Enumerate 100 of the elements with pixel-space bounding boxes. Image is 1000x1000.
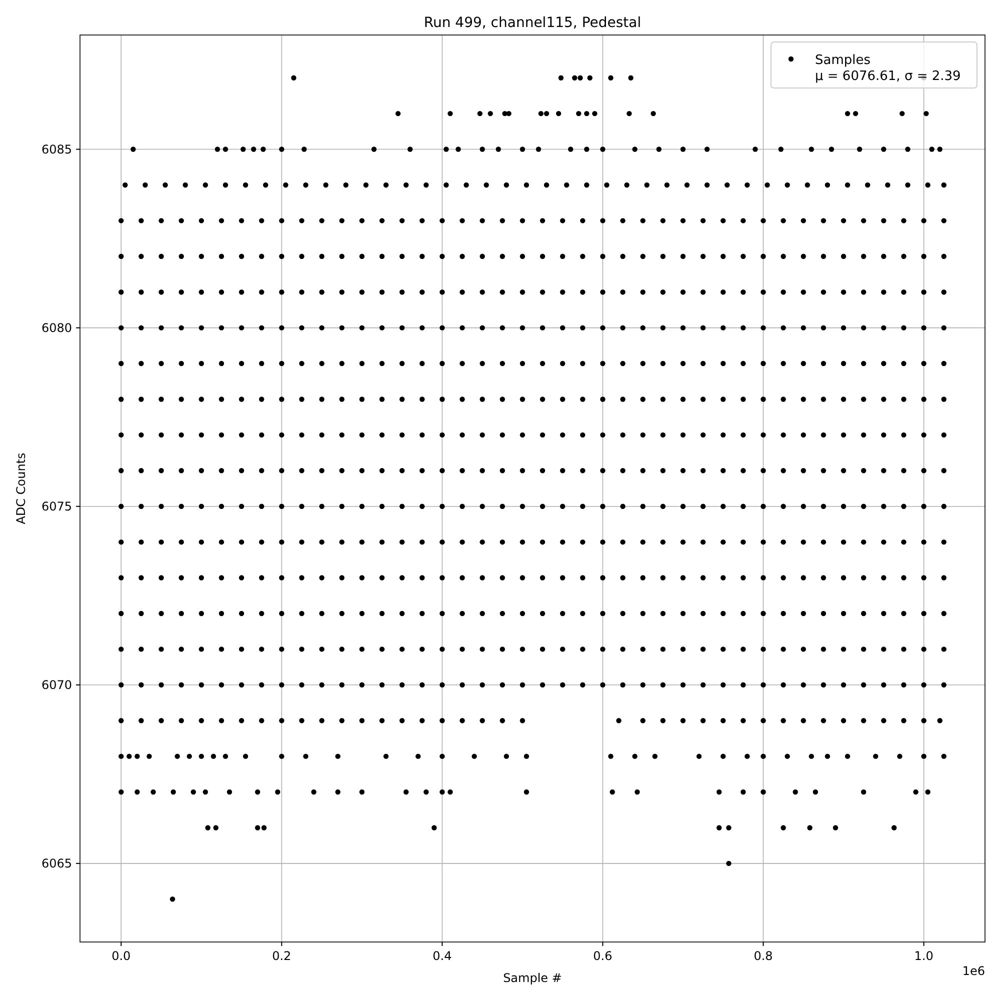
point <box>780 718 786 724</box>
point <box>259 682 264 688</box>
x-tick-label: 1.0 <box>914 949 934 963</box>
point <box>640 396 646 402</box>
point <box>218 254 224 259</box>
point <box>339 325 344 330</box>
point <box>800 682 806 688</box>
point <box>440 682 445 688</box>
point <box>700 575 706 580</box>
x-tick-label: 0.6 <box>593 949 612 963</box>
point <box>937 718 942 724</box>
point <box>520 360 526 366</box>
point <box>861 325 866 330</box>
point <box>901 718 906 724</box>
point <box>780 504 786 509</box>
point <box>780 432 786 438</box>
point <box>339 432 344 438</box>
point <box>840 325 846 330</box>
point <box>520 218 526 224</box>
point <box>379 432 385 438</box>
point <box>138 254 144 259</box>
point <box>122 182 128 188</box>
point <box>480 468 485 474</box>
point <box>259 254 264 259</box>
point <box>440 325 445 330</box>
point <box>941 432 946 438</box>
point <box>800 396 806 402</box>
point <box>118 218 124 224</box>
point <box>740 290 746 295</box>
point <box>925 182 930 188</box>
point <box>359 575 365 580</box>
point <box>820 718 826 724</box>
point <box>560 610 566 616</box>
point <box>279 539 284 545</box>
point <box>178 254 184 259</box>
point <box>560 396 566 402</box>
point <box>680 325 686 330</box>
point <box>480 610 485 616</box>
point <box>480 432 485 438</box>
point <box>460 610 465 616</box>
point <box>941 182 946 188</box>
point <box>420 396 425 402</box>
point <box>178 360 184 366</box>
point <box>399 575 405 580</box>
point <box>700 218 706 224</box>
point <box>760 646 766 652</box>
point <box>299 682 304 688</box>
point <box>218 468 224 474</box>
point <box>820 575 826 580</box>
point <box>840 360 846 366</box>
point <box>138 539 144 545</box>
point <box>700 290 706 295</box>
point <box>500 504 505 509</box>
point <box>840 504 846 509</box>
point <box>680 432 686 438</box>
point <box>684 182 690 188</box>
x-axis-title: Sample # <box>503 971 562 985</box>
point <box>820 360 826 366</box>
point <box>921 290 926 295</box>
point <box>198 682 204 688</box>
point <box>881 504 886 509</box>
point <box>540 646 546 652</box>
point <box>861 396 866 402</box>
point <box>540 504 546 509</box>
legend-label: Samples μ = 6076.61, σ = 2.39 <box>815 53 961 84</box>
point <box>142 182 148 188</box>
point <box>480 254 485 259</box>
point <box>259 610 264 616</box>
point <box>480 504 485 509</box>
point <box>921 218 926 224</box>
point <box>820 432 826 438</box>
point <box>720 575 726 580</box>
point <box>580 610 586 616</box>
point <box>222 182 228 188</box>
point <box>339 646 344 652</box>
point <box>720 254 726 259</box>
point <box>540 360 546 366</box>
point <box>560 254 566 259</box>
point <box>700 325 706 330</box>
point <box>158 539 164 545</box>
chart-title: Run 499, channel115, Pedestal <box>424 15 642 31</box>
point <box>198 610 204 616</box>
point <box>379 504 385 509</box>
point <box>941 646 946 652</box>
point <box>118 575 124 580</box>
point <box>178 646 184 652</box>
point <box>440 610 445 616</box>
point <box>319 504 324 509</box>
point <box>804 182 810 188</box>
point <box>580 360 586 366</box>
point <box>138 432 144 438</box>
point <box>600 432 606 438</box>
point <box>780 682 786 688</box>
point <box>359 468 365 474</box>
point <box>861 468 866 474</box>
point <box>379 254 385 259</box>
point <box>941 468 946 474</box>
point <box>319 575 324 580</box>
point <box>420 290 425 295</box>
point <box>720 718 726 724</box>
